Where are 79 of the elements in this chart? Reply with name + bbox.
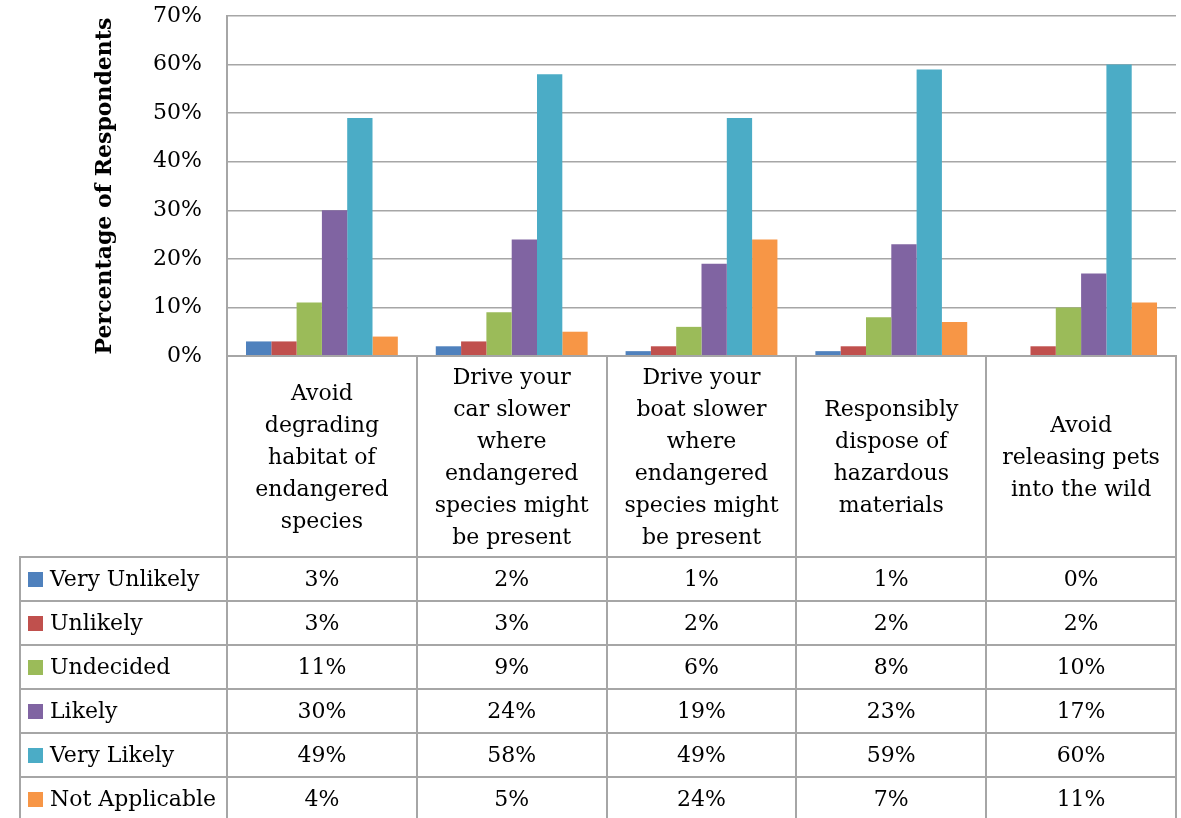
bar bbox=[461, 341, 487, 356]
bar bbox=[1030, 346, 1056, 356]
data-label: 6% bbox=[684, 654, 719, 679]
bar bbox=[916, 69, 942, 356]
y-tick-label: 30% bbox=[153, 196, 202, 221]
bar bbox=[435, 346, 462, 356]
y-tick-label: 60% bbox=[153, 50, 202, 76]
bar bbox=[865, 317, 892, 356]
y-axis-title: Percentage of Respondents bbox=[89, 17, 116, 355]
bar bbox=[1131, 302, 1158, 356]
bar bbox=[1055, 307, 1082, 356]
y-tick-label: 10% bbox=[153, 293, 202, 319]
data-label: 49% bbox=[297, 742, 347, 767]
data-label: 30% bbox=[297, 698, 347, 723]
y-tick-label: 40% bbox=[153, 147, 202, 173]
x-tick-label: Avoid releasing pets into the wild bbox=[1001, 410, 1161, 503]
data-label: 8% bbox=[873, 654, 909, 679]
bar bbox=[537, 74, 563, 356]
bar bbox=[752, 239, 778, 356]
bar bbox=[321, 210, 348, 356]
bar bbox=[245, 341, 272, 356]
bar bbox=[840, 346, 866, 356]
data-label: 2% bbox=[873, 610, 909, 635]
bar bbox=[486, 312, 512, 356]
data-label: 11% bbox=[1056, 786, 1106, 811]
data-label: 9% bbox=[494, 654, 530, 679]
bar bbox=[271, 341, 297, 356]
data-label: 59% bbox=[866, 742, 916, 767]
legend-label: Likely bbox=[50, 697, 118, 725]
bar bbox=[562, 331, 588, 356]
x-tick-label: Responsibly dispose of hazardous materials bbox=[823, 394, 960, 519]
y-tick-label: 20% bbox=[153, 244, 202, 270]
bar bbox=[347, 118, 373, 356]
data-label: 60% bbox=[1056, 742, 1106, 767]
y-tick-label: 0% bbox=[167, 341, 202, 367]
x-tick-label: Drive your car slower where endangered species might be present bbox=[433, 362, 590, 551]
data-label: 17% bbox=[1056, 698, 1106, 723]
bar bbox=[701, 263, 727, 356]
bar bbox=[815, 351, 841, 356]
data-label: 2% bbox=[494, 566, 530, 591]
bar bbox=[625, 351, 651, 356]
data-label: 3% bbox=[304, 610, 340, 635]
bar bbox=[941, 322, 968, 356]
bar bbox=[1106, 64, 1132, 356]
data-label: 2% bbox=[1063, 610, 1099, 635]
data-label: 1% bbox=[873, 566, 909, 591]
bar bbox=[726, 118, 753, 356]
bar bbox=[1081, 273, 1107, 356]
bar bbox=[296, 302, 322, 356]
legend-label: Unlikely bbox=[50, 609, 143, 637]
bar bbox=[650, 346, 677, 356]
data-label: 4% bbox=[304, 786, 340, 811]
bar bbox=[676, 326, 702, 356]
y-tick-label: 70% bbox=[153, 1, 202, 27]
data-label: 7% bbox=[873, 786, 909, 811]
data-label: 3% bbox=[304, 566, 340, 591]
legend-label: Not Applicable bbox=[50, 785, 217, 813]
x-tick-label: Drive your boat slower where endangered species might be present bbox=[623, 362, 780, 551]
data-label: 58% bbox=[487, 742, 537, 767]
bar bbox=[511, 239, 538, 356]
data-label: 10% bbox=[1056, 654, 1106, 679]
data-label: 0% bbox=[1063, 566, 1099, 591]
legend-label: Very Likely bbox=[50, 741, 175, 769]
data-label: 1% bbox=[684, 566, 719, 591]
data-label: 24% bbox=[677, 786, 726, 811]
data-label: 23% bbox=[866, 698, 916, 723]
data-label: 49% bbox=[677, 742, 726, 767]
legend-label: Very Unlikely bbox=[50, 565, 200, 593]
bar bbox=[891, 244, 917, 356]
data-label: 19% bbox=[677, 698, 726, 723]
data-label: 24% bbox=[487, 698, 537, 723]
data-label: 11% bbox=[297, 654, 347, 679]
data-label: 5% bbox=[494, 786, 530, 811]
data-label: 3% bbox=[494, 610, 530, 635]
y-tick-label: 50% bbox=[153, 98, 202, 124]
data-label: 2% bbox=[684, 610, 719, 635]
x-tick-label: Avoid degrading habitat of endangered species bbox=[254, 378, 390, 535]
legend-label: Undecided bbox=[50, 653, 171, 681]
bar bbox=[372, 336, 398, 356]
